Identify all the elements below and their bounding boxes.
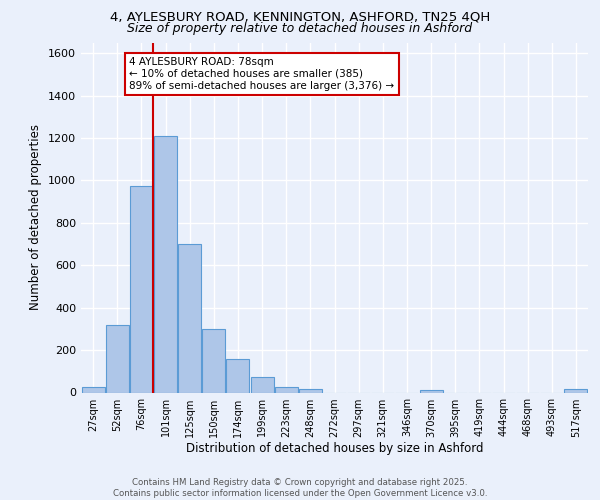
- Bar: [178, 244, 201, 392]
- Text: Size of property relative to detached houses in Ashford: Size of property relative to detached ho…: [127, 22, 473, 35]
- X-axis label: Distribution of detached houses by size in Ashford: Distribution of detached houses by size …: [186, 442, 483, 456]
- Bar: [106, 324, 128, 392]
- Text: 4, AYLESBURY ROAD, KENNINGTON, ASHFORD, TN25 4QH: 4, AYLESBURY ROAD, KENNINGTON, ASHFORD, …: [110, 11, 490, 24]
- Text: 4 AYLESBURY ROAD: 78sqm
← 10% of detached houses are smaller (385)
89% of semi-d: 4 AYLESBURY ROAD: 78sqm ← 10% of detache…: [129, 58, 394, 90]
- Bar: [419, 390, 443, 392]
- Bar: [299, 390, 322, 392]
- Bar: [275, 387, 298, 392]
- Bar: [130, 186, 153, 392]
- Bar: [82, 387, 104, 392]
- Bar: [226, 358, 250, 392]
- Text: Contains HM Land Registry data © Crown copyright and database right 2025.
Contai: Contains HM Land Registry data © Crown c…: [113, 478, 487, 498]
- Bar: [154, 136, 177, 392]
- Bar: [565, 390, 587, 392]
- Y-axis label: Number of detached properties: Number of detached properties: [29, 124, 43, 310]
- Bar: [251, 376, 274, 392]
- Bar: [202, 329, 225, 392]
